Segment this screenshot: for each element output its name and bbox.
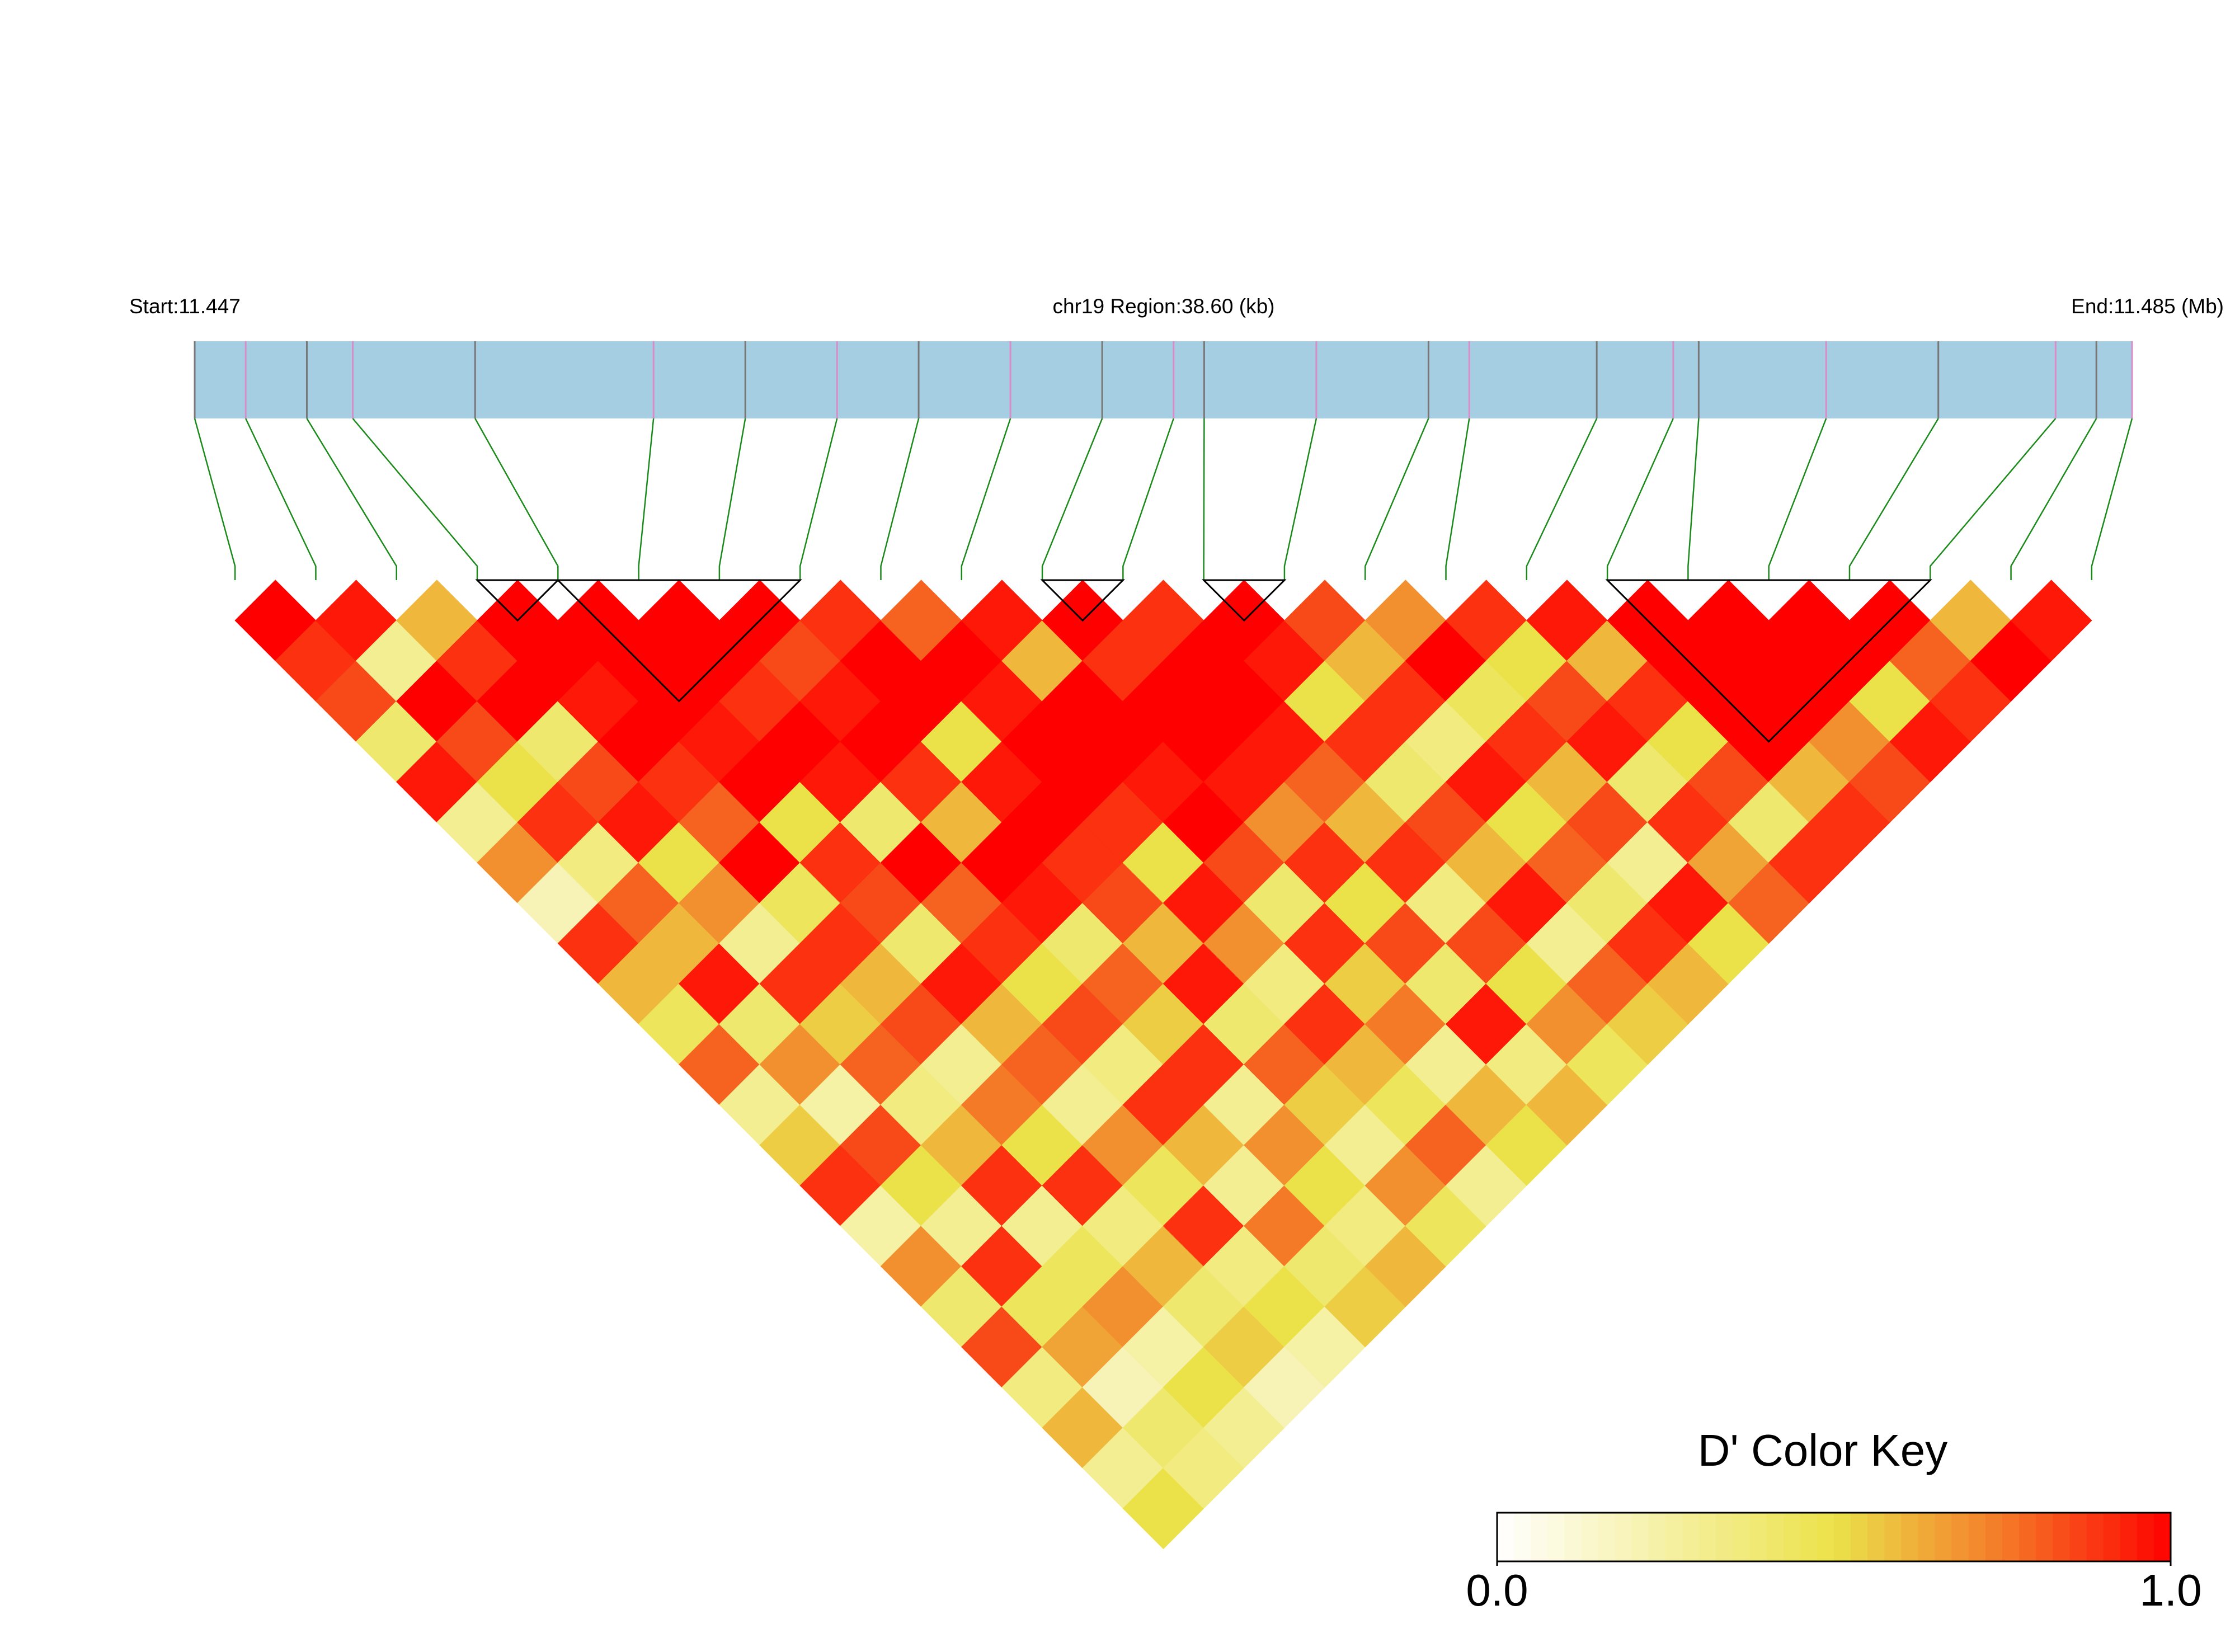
- color-key-step: [2153, 1513, 2171, 1561]
- ld-block: [1040, 579, 1125, 622]
- color-key-step: [1749, 1513, 1767, 1561]
- ld-block: [1202, 579, 1287, 622]
- color-key-step: [1615, 1513, 1632, 1561]
- color-key-frame: [1496, 1512, 2172, 1562]
- ld-block: [1605, 579, 1932, 743]
- color-key-step: [1547, 1513, 1565, 1561]
- color-key-step: [1783, 1513, 1801, 1561]
- color-key-step: [1800, 1513, 1818, 1561]
- color-key-step: [1716, 1513, 1734, 1561]
- color-key-label: 1.0: [2139, 1565, 2201, 1615]
- region-label: chr19 Region:38.60 (kb): [1053, 295, 1275, 318]
- color-key-step: [1985, 1513, 2003, 1561]
- snp-connector: [306, 418, 397, 580]
- snp-connector: [1687, 418, 1700, 580]
- color-key-step: [2036, 1513, 2054, 1561]
- snp-connector: [1848, 418, 1939, 580]
- ld-block: [475, 579, 560, 622]
- color-key-step: [1851, 1513, 1868, 1561]
- color-key-step: [1648, 1513, 1666, 1561]
- color-key-step: [2137, 1513, 2154, 1561]
- color-key-label: 0.0: [1466, 1565, 1528, 1615]
- snp-connector: [1283, 418, 1318, 580]
- color-key-step: [2069, 1513, 2087, 1561]
- color-key-step: [2086, 1513, 2104, 1561]
- color-key-step: [1665, 1513, 1683, 1561]
- start-label: Start:11.447: [129, 295, 241, 318]
- end-label: End:11.485 (Mb): [2071, 295, 2224, 318]
- snp-connector: [1768, 418, 1827, 580]
- color-key-step: [1951, 1513, 1969, 1561]
- color-key-step: [1935, 1513, 1952, 1561]
- color-key-step: [1834, 1513, 1851, 1561]
- snp-connector: [2010, 418, 2097, 580]
- color-key-step: [1514, 1513, 1531, 1561]
- color-key-step: [2103, 1513, 2121, 1561]
- color-key-title: D' Color Key: [1698, 1425, 1948, 1475]
- color-key-step: [2053, 1513, 2071, 1561]
- color-key-step: [1901, 1513, 1919, 1561]
- snp-connector: [1606, 418, 1674, 580]
- color-key-step: [2019, 1513, 2036, 1561]
- ld-cell: [2010, 580, 2092, 661]
- color-key-step: [1733, 1513, 1751, 1561]
- snp-connector: [245, 418, 317, 580]
- color-key-step: [1531, 1513, 1549, 1561]
- snp-connector: [1364, 418, 1429, 580]
- color-key-step: [1682, 1513, 1700, 1561]
- snp-connector: [474, 418, 559, 580]
- color-key-step: [2002, 1513, 2020, 1561]
- color-key-step: [1598, 1513, 1616, 1561]
- color-key-step: [1699, 1513, 1717, 1561]
- snp-connector: [880, 418, 920, 580]
- color-key-step: [1631, 1513, 1649, 1561]
- snp-connector: [718, 418, 746, 580]
- color-key-step: [1867, 1513, 1885, 1561]
- color-key-step: [1581, 1513, 1599, 1561]
- snp-connector: [1122, 418, 1174, 580]
- snp-connector: [638, 418, 655, 580]
- color-key-step: [1497, 1513, 1514, 1561]
- snp-connector: [194, 418, 236, 580]
- color-key-step: [1817, 1513, 1834, 1561]
- snp-connector: [1041, 418, 1103, 580]
- color-key-step: [1968, 1513, 1986, 1561]
- snp-connector: [1526, 418, 1598, 580]
- snp-connector: [961, 418, 1011, 580]
- snp-connector: [1445, 418, 1470, 580]
- snp-connector: [799, 418, 838, 580]
- ld-block: [556, 579, 802, 703]
- color-key-step: [2120, 1513, 2138, 1561]
- color-key-step: [1884, 1513, 1902, 1561]
- snp-bar: [195, 341, 2132, 418]
- snp-connector: [2091, 418, 2133, 580]
- color-key-step: [1564, 1513, 1582, 1561]
- snp-connector: [1930, 418, 2057, 580]
- color-key-step: [1918, 1513, 1936, 1561]
- snp-connector: [352, 418, 478, 580]
- color-key-step: [1766, 1513, 1784, 1561]
